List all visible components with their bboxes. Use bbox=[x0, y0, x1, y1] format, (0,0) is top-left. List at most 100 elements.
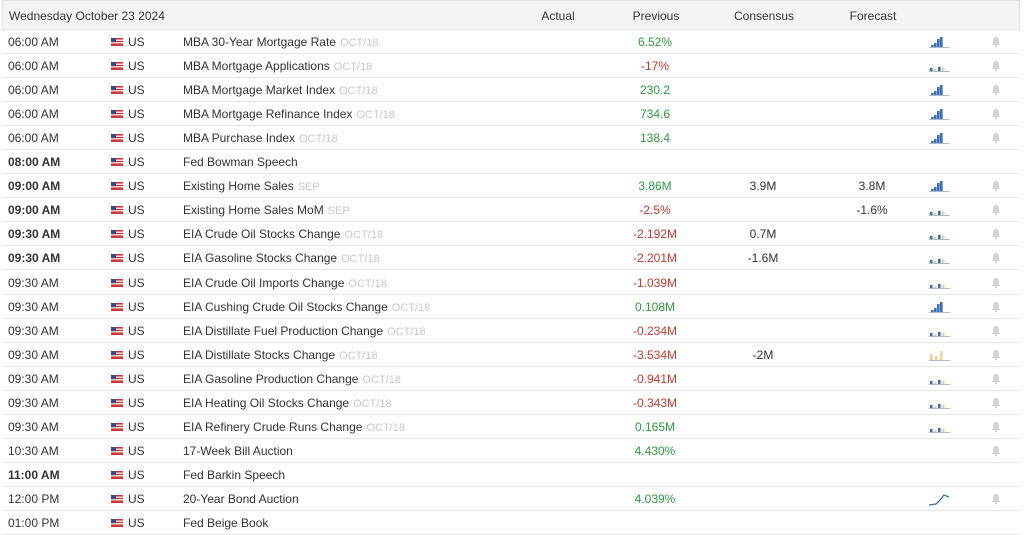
spark-bar bbox=[937, 87, 940, 96]
country: US bbox=[128, 131, 145, 146]
alert-bell[interactable] bbox=[990, 373, 1002, 385]
sparkline bbox=[929, 235, 950, 241]
flag bbox=[111, 302, 123, 311]
flag bbox=[111, 374, 123, 383]
event-row: 09:30 AM US EIA Gasoline Stocks Change OCT/… bbox=[2, 246, 1020, 271]
sparkline bbox=[929, 379, 950, 385]
alert-bell[interactable] bbox=[990, 445, 1002, 457]
spark-line bbox=[928, 494, 950, 506]
spark-bar bbox=[930, 380, 933, 384]
period: OCT/18 bbox=[339, 37, 379, 49]
alert-bell[interactable] bbox=[990, 228, 1002, 240]
alert-bell[interactable] bbox=[990, 204, 1002, 216]
event-row: 06:00 AM US MBA Mortgage Market Index OCT/1… bbox=[2, 78, 1020, 103]
country: US bbox=[128, 371, 145, 386]
spark-bar bbox=[934, 381, 937, 384]
event-row: 06:00 AM US MBA Purchase Index OCT/18 138.4 bbox=[2, 126, 1020, 151]
event-row: 09:00 AM US Existing Home Sales MoM SEP -2.5… bbox=[2, 198, 1020, 223]
spark-bar bbox=[934, 139, 937, 144]
flag bbox=[111, 278, 123, 287]
alert-bell[interactable] bbox=[990, 493, 1002, 505]
forecast: 3.8M bbox=[858, 179, 886, 194]
date: Wednesday October 23 2024 bbox=[9, 9, 165, 23]
consensus: 3.9M bbox=[749, 179, 777, 194]
time: 09:00 AM bbox=[8, 179, 61, 194]
spark-bar bbox=[938, 67, 941, 72]
flag bbox=[111, 350, 123, 359]
flag bbox=[111, 182, 123, 191]
event-name: EIA Gasoline Production Change OCT/18 bbox=[183, 371, 401, 386]
country: US bbox=[128, 59, 145, 74]
spark-bar bbox=[937, 303, 940, 312]
consensus: -1.6M bbox=[747, 251, 779, 266]
alert-bell[interactable] bbox=[990, 252, 1002, 264]
event-name: Fed Bowman Speech bbox=[183, 155, 298, 170]
alert-bell[interactable] bbox=[990, 180, 1002, 192]
time: 09:30 AM bbox=[8, 395, 59, 410]
event-name: EIA Refinery Crude Runs Change OCT/18 bbox=[183, 419, 405, 434]
spark-bar bbox=[931, 45, 934, 47]
alert-bell[interactable] bbox=[990, 349, 1002, 361]
previous: -2.5% bbox=[639, 203, 671, 218]
spark-bar bbox=[931, 189, 934, 192]
country: US bbox=[128, 516, 145, 530]
alert-bell[interactable] bbox=[990, 60, 1002, 72]
country: US bbox=[128, 107, 145, 122]
country: US bbox=[128, 323, 145, 338]
spark-bar bbox=[938, 427, 941, 432]
spark-bar bbox=[942, 380, 945, 384]
alert-bell[interactable] bbox=[990, 36, 1002, 48]
country: US bbox=[128, 443, 145, 458]
sparkline bbox=[929, 259, 950, 265]
alert-bell[interactable] bbox=[990, 301, 1002, 313]
spark-bar bbox=[930, 284, 933, 288]
spark-bar bbox=[938, 235, 941, 240]
spark-bar bbox=[942, 428, 945, 432]
alert-bell[interactable] bbox=[990, 277, 1002, 289]
alert-bell[interactable] bbox=[990, 325, 1002, 337]
spark-base bbox=[929, 119, 950, 120]
alert-bell[interactable] bbox=[990, 108, 1002, 120]
event-name: 20-Year Bond Auction bbox=[183, 491, 299, 506]
spark-bar bbox=[934, 285, 937, 288]
spark-bar bbox=[940, 301, 943, 312]
sparkline bbox=[929, 283, 950, 289]
previous: 230.2 bbox=[639, 83, 671, 98]
alert-bell[interactable] bbox=[990, 132, 1002, 144]
spark-base bbox=[929, 431, 950, 433]
alert-bell[interactable] bbox=[990, 84, 1002, 96]
forecast: -1.6% bbox=[856, 203, 888, 218]
time: 10:30 AM bbox=[8, 443, 59, 458]
event-row: 06:00 AM US MBA Mortgage Applications OCT/1… bbox=[2, 54, 1020, 79]
sparkline bbox=[929, 350, 950, 361]
period: OCT/18 bbox=[353, 397, 392, 410]
event-name: EIA Distillate Stocks Change OCT/18 bbox=[183, 347, 378, 362]
event-row: 09:30 AM US EIA Crude Oil Stocks Change OCT… bbox=[2, 222, 1020, 247]
spark-bar bbox=[940, 85, 943, 96]
event-name: EIA Crude Oil Imports Change OCT/18 bbox=[183, 275, 387, 290]
previous: 734.6 bbox=[639, 107, 671, 122]
col-forecast: Forecast bbox=[849, 9, 897, 23]
time: 09:30 AM bbox=[8, 251, 61, 266]
spark-bar bbox=[934, 187, 937, 192]
previous: 3.86M bbox=[638, 179, 672, 194]
spark-bar bbox=[937, 135, 940, 144]
flag bbox=[111, 86, 123, 95]
alert-bell[interactable] bbox=[990, 397, 1002, 409]
event-row: 01:00 PM US Fed Beige Book bbox=[2, 511, 1020, 535]
event-name: 17-Week Bill Auction bbox=[183, 443, 293, 458]
spark-bar bbox=[935, 355, 938, 360]
spark-bar bbox=[940, 109, 943, 120]
flag bbox=[111, 254, 123, 263]
flag bbox=[111, 422, 123, 431]
event-name: EIA Distillate Fuel Production Change OCT… bbox=[183, 323, 426, 338]
sparkline bbox=[929, 211, 950, 217]
alert-bell[interactable] bbox=[990, 421, 1002, 433]
period: OCT/18 bbox=[299, 133, 338, 146]
event-name: Fed Beige Book bbox=[183, 516, 269, 530]
event-row: 09:30 AM US EIA Distillate Fuel Production… bbox=[2, 319, 1020, 343]
sparkline bbox=[929, 403, 950, 409]
country: US bbox=[128, 299, 145, 314]
event-name: Existing Home Sales MoM SEP bbox=[183, 203, 350, 218]
period: OCT/18 bbox=[362, 373, 401, 386]
